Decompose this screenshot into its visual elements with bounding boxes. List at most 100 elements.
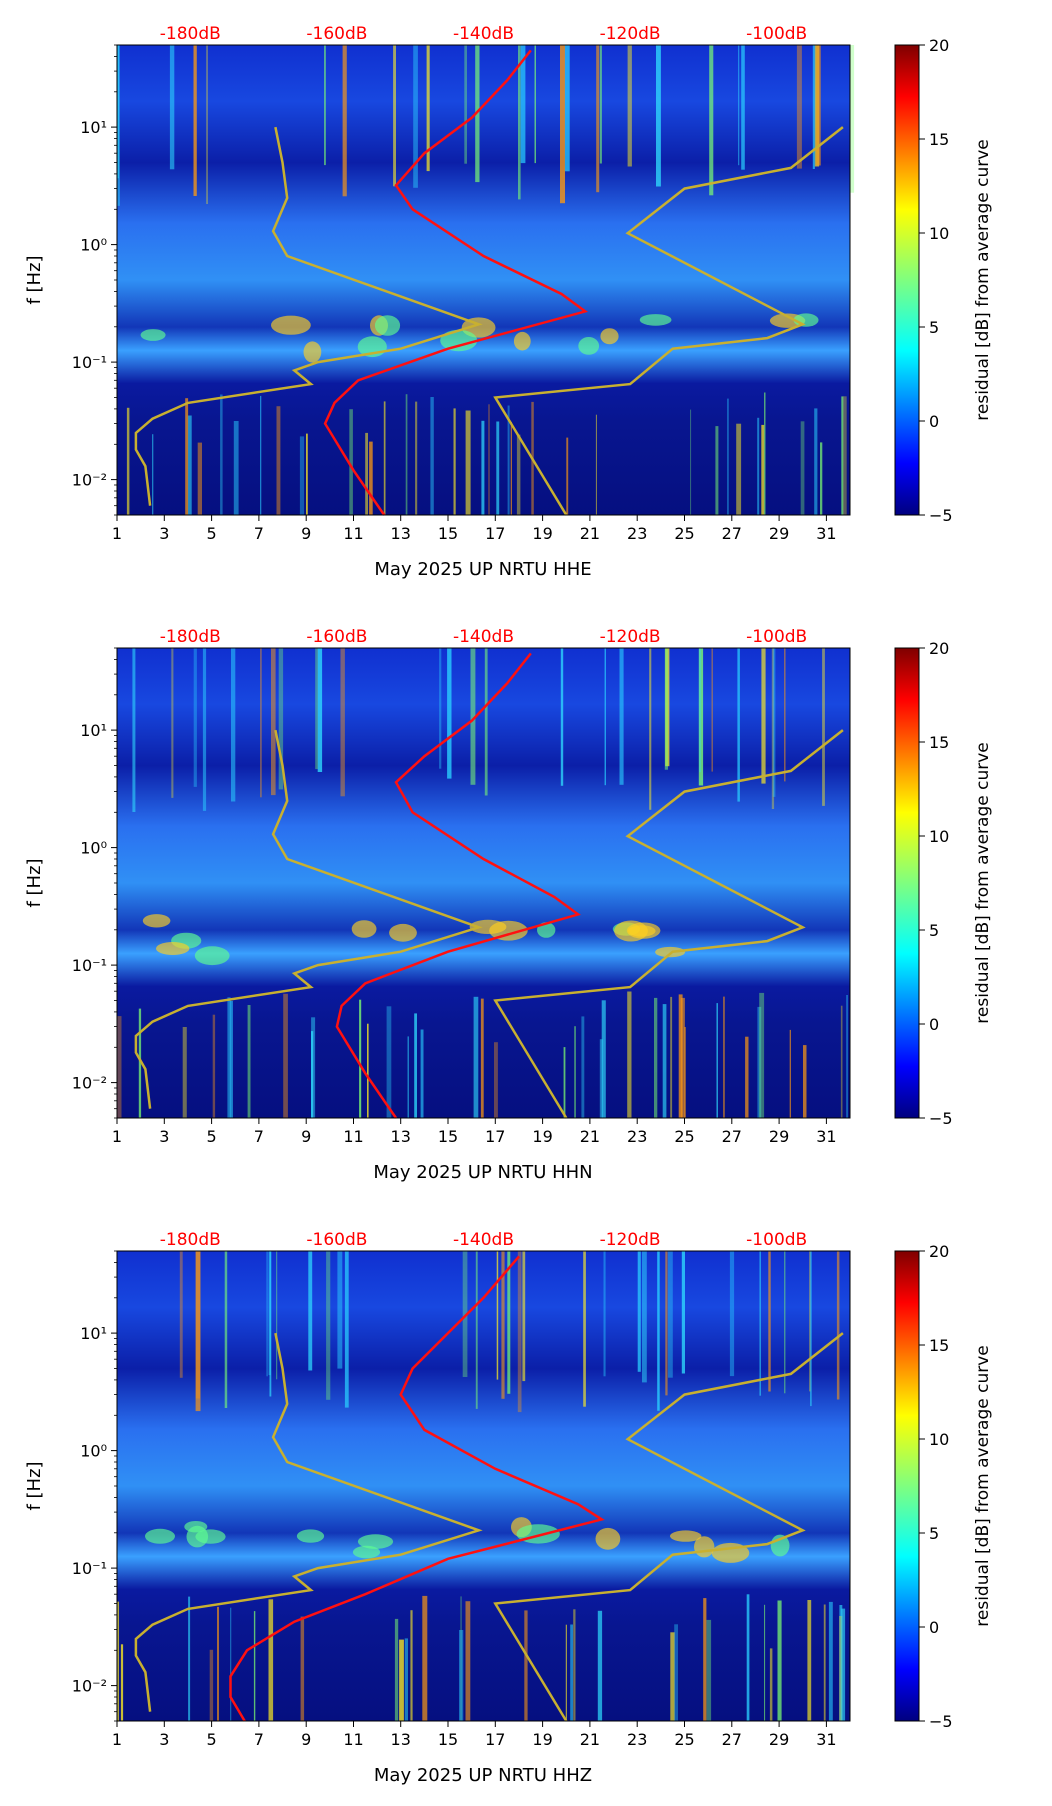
x-tick-label: 17 [485,1127,505,1146]
spectrogram-streak [777,1600,782,1721]
spectrogram-streak [308,1251,313,1371]
spectrogram-streak [573,1609,576,1721]
spectrogram-streak [565,1624,567,1721]
x-tick-label: 19 [532,1127,552,1146]
spectrogram-blob [595,1527,621,1550]
spectrogram-streak [715,426,719,515]
db-scale-label: -120dB [600,1230,661,1250]
spectrogram-plot-hhz [117,1251,850,1721]
spectrogram-streak [132,648,136,812]
db-scale-labels: -180dB -160dB -140dB -120dB -100dB [160,24,807,44]
y-tick-label: 10⁻² [72,1074,107,1093]
spectrogram-streak [260,395,262,515]
spectrogram-streak [822,648,825,806]
panel-hhn: -180dB -160dB -140dB -120dB -100dB 1 3 5 7 9 11 13… [24,627,993,1183]
x-tick-label: 11 [343,1127,363,1146]
spectrogram-streak [745,1036,749,1118]
spectrogram-streak [430,397,434,515]
spectrogram-streak [772,648,776,797]
x-tick-label: 23 [627,1730,647,1749]
spectrogram-streak [404,1638,408,1721]
spectrogram-streak [193,45,197,196]
spectrogram-streak [227,997,231,1118]
y-axis: 10⁻² 10⁻¹ 10⁰ 10¹ [72,1250,117,1722]
spectrogram-streak [761,424,765,515]
spectrogram-streak [306,433,308,515]
spectrogram-streak [276,1251,278,1380]
spectrogram-streak [271,648,276,796]
spectrogram-streak [729,1251,735,1377]
y-axis: 10⁻² 10⁻¹ 10⁰ 10¹ [72,647,117,1119]
spectrogram-streak [741,45,745,170]
spectrogram-streak [674,1624,678,1721]
spectrogram-streak [367,1023,369,1118]
spectrogram-blob [469,919,507,935]
spectrogram-streak [393,45,396,187]
x-tick-label: 13 [391,1730,411,1749]
spectrogram-streak [185,398,189,515]
x-tick-label: 23 [627,524,647,543]
spectrogram-streak [828,1601,833,1721]
spectrogram-blob [140,329,166,341]
x-tick-label: 27 [722,524,742,543]
spectrogram-streak [796,45,802,169]
spectrogram-streak [570,1624,573,1721]
spectrogram-blob [156,942,190,955]
noise-model-curve [134,729,483,1109]
spectrogram-streak [268,1251,271,1376]
db-scale-label: -120dB [600,627,661,647]
x-tick-label: 7 [254,524,264,543]
spectrogram-blob [694,1536,715,1558]
colorbar-label: residual [dB] from average curve [973,139,993,420]
spectrogram-streak [768,1251,771,1392]
spectrogram-streak [518,45,521,200]
spectrogram-streak [460,1596,462,1721]
spectrogram-streak [761,648,766,784]
spectrogram-streak [464,45,467,164]
spectrogram-streak [231,648,236,802]
spectrogram-streak [394,1618,399,1721]
spectrogram-streak [759,992,765,1118]
x-tick-label: 25 [674,1127,694,1146]
spectrogram-streak [678,994,683,1118]
spectrogram-streak [138,1008,142,1118]
psd-median-curve [335,652,581,1119]
colorbar-tick-label: 20 [929,36,949,55]
db-scale-label: -180dB [160,1230,221,1250]
spectrogram-streak [324,45,326,166]
spectrogram-streak [120,1644,124,1721]
x-axis: 1 3 5 7 9 11 13 15 17 19 21 23 25 27 29 31 [112,1721,837,1749]
spectrogram-streak [473,996,479,1118]
colorbar-tick-label: 20 [929,639,949,658]
spectrogram-streak [703,1598,707,1721]
db-scale-label: -140dB [453,24,514,44]
spectrogram-streak [447,648,452,779]
spectrogram-streak [465,1601,471,1721]
spectrogram-blob [296,1529,325,1543]
db-scale-label: -140dB [453,1230,514,1250]
spectrogram-blob [194,946,230,966]
spectrogram-streak [563,1047,566,1118]
spectrogram-streak [383,401,386,515]
spectrogram-streak [342,45,347,197]
spectrogram-streak [657,1251,660,1411]
psd-median-curve [323,49,589,516]
spectrogram-streak [597,1610,603,1721]
noise-model-curve [493,729,844,1119]
colorbar-tick-label: 10 [929,224,949,243]
spectrogram-streak [206,45,208,204]
spectrogram-streak [365,432,368,515]
spectrogram-streak [699,648,701,773]
x-tick-label: 21 [580,1127,600,1146]
spectrogram-streak [649,648,652,810]
colorbar-tick-label: −5 [929,1109,953,1128]
spectrogram-streak [278,648,284,790]
colorbar-tick-label: 10 [929,1430,949,1449]
y-tick-label: 10⁻² [72,471,107,490]
spectrogram-streak [517,1251,522,1413]
db-scale-label: -180dB [160,24,221,44]
spectrogram-streak [560,648,564,786]
spectrogram-streak [369,441,373,515]
spectrogram-streak [807,1600,812,1721]
spectrogram-streak [566,437,569,515]
